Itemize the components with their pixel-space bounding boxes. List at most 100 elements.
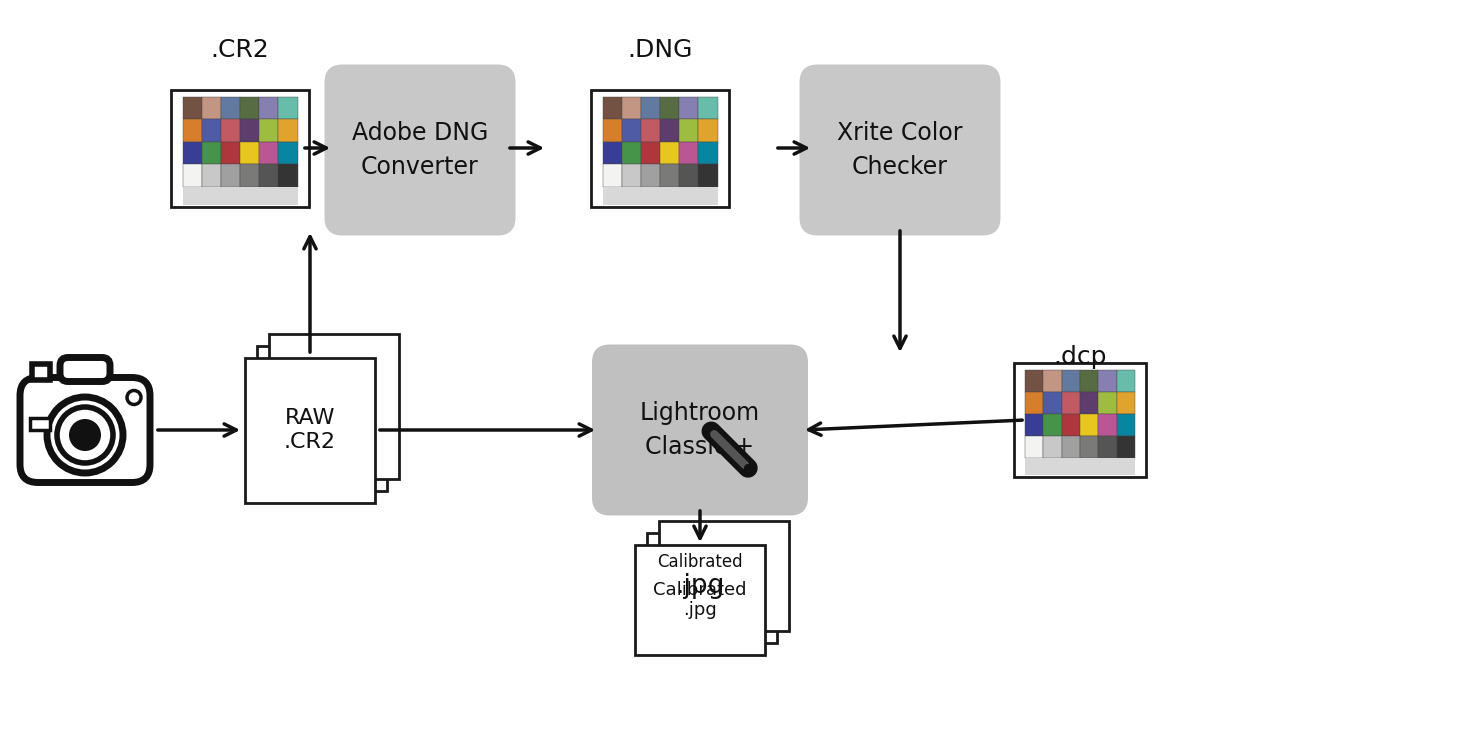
- Text: .dcp: .dcp: [1053, 345, 1107, 369]
- Bar: [641, 142, 659, 164]
- Bar: [182, 142, 201, 164]
- Circle shape: [744, 464, 751, 472]
- Bar: [680, 142, 699, 164]
- Bar: [659, 142, 680, 164]
- Bar: [260, 142, 279, 164]
- Bar: [699, 142, 718, 164]
- Bar: [1116, 370, 1135, 392]
- Bar: [220, 96, 239, 119]
- Bar: [699, 96, 718, 119]
- FancyBboxPatch shape: [800, 64, 1001, 235]
- Bar: [1026, 458, 1135, 475]
- Bar: [279, 142, 298, 164]
- Bar: [1026, 370, 1043, 392]
- Bar: [1062, 370, 1080, 392]
- Bar: [220, 119, 239, 142]
- Bar: [680, 119, 699, 142]
- Bar: [1043, 392, 1062, 414]
- Circle shape: [69, 419, 101, 451]
- Bar: [603, 164, 622, 186]
- Text: .DNG: .DNG: [627, 38, 693, 62]
- FancyBboxPatch shape: [257, 346, 387, 491]
- Circle shape: [127, 390, 142, 404]
- Bar: [659, 164, 680, 186]
- Text: .CR2: .CR2: [285, 433, 336, 452]
- FancyBboxPatch shape: [659, 521, 789, 631]
- Bar: [1099, 370, 1116, 392]
- FancyBboxPatch shape: [171, 89, 309, 206]
- Bar: [641, 164, 659, 186]
- Bar: [239, 164, 260, 186]
- Bar: [239, 119, 260, 142]
- Bar: [182, 186, 298, 205]
- Bar: [622, 164, 641, 186]
- FancyBboxPatch shape: [32, 363, 50, 379]
- Bar: [1062, 436, 1080, 458]
- Bar: [622, 142, 641, 164]
- Text: RAW: RAW: [285, 408, 336, 428]
- Bar: [1099, 414, 1116, 436]
- Bar: [603, 119, 622, 142]
- Bar: [1080, 370, 1099, 392]
- Bar: [239, 96, 260, 119]
- Bar: [1080, 436, 1099, 458]
- Text: .jpg: .jpg: [676, 573, 725, 599]
- Bar: [603, 142, 622, 164]
- FancyBboxPatch shape: [1014, 363, 1145, 477]
- Bar: [641, 96, 659, 119]
- Bar: [279, 119, 298, 142]
- Bar: [680, 164, 699, 186]
- Text: Lightroom
Classic +: Lightroom Classic +: [641, 401, 760, 459]
- Bar: [220, 164, 239, 186]
- Bar: [1043, 436, 1062, 458]
- Text: Calibrated: Calibrated: [657, 553, 743, 571]
- Text: Adobe DNG
Converter: Adobe DNG Converter: [352, 121, 489, 179]
- Bar: [182, 164, 201, 186]
- Bar: [699, 119, 718, 142]
- Bar: [1062, 392, 1080, 414]
- Bar: [1026, 414, 1043, 436]
- Bar: [220, 142, 239, 164]
- Bar: [1116, 392, 1135, 414]
- Bar: [201, 142, 220, 164]
- Bar: [1026, 436, 1043, 458]
- FancyBboxPatch shape: [60, 357, 109, 382]
- Bar: [182, 96, 201, 119]
- Bar: [1116, 436, 1135, 458]
- Bar: [279, 96, 298, 119]
- Bar: [1116, 414, 1135, 436]
- Bar: [699, 164, 718, 186]
- Bar: [1099, 392, 1116, 414]
- Bar: [1099, 436, 1116, 458]
- Bar: [1080, 414, 1099, 436]
- Bar: [659, 96, 680, 119]
- Bar: [1026, 392, 1043, 414]
- Bar: [260, 96, 279, 119]
- Circle shape: [47, 397, 123, 473]
- Bar: [1080, 392, 1099, 414]
- FancyBboxPatch shape: [646, 533, 778, 643]
- Bar: [260, 164, 279, 186]
- Bar: [641, 119, 659, 142]
- Bar: [239, 142, 260, 164]
- Bar: [260, 119, 279, 142]
- Bar: [201, 164, 220, 186]
- Bar: [201, 119, 220, 142]
- FancyBboxPatch shape: [20, 377, 150, 482]
- Bar: [182, 119, 201, 142]
- FancyBboxPatch shape: [592, 344, 808, 515]
- Bar: [603, 96, 622, 119]
- Bar: [680, 96, 699, 119]
- Text: Calibrated: Calibrated: [654, 581, 747, 599]
- Text: .CR2: .CR2: [210, 38, 270, 62]
- Text: .jpg: .jpg: [683, 601, 716, 619]
- FancyBboxPatch shape: [635, 545, 765, 655]
- FancyBboxPatch shape: [268, 333, 398, 479]
- Bar: [1062, 414, 1080, 436]
- Bar: [31, 418, 50, 430]
- Bar: [201, 96, 220, 119]
- Circle shape: [57, 407, 112, 463]
- Bar: [603, 186, 718, 205]
- Bar: [279, 164, 298, 186]
- Bar: [1043, 370, 1062, 392]
